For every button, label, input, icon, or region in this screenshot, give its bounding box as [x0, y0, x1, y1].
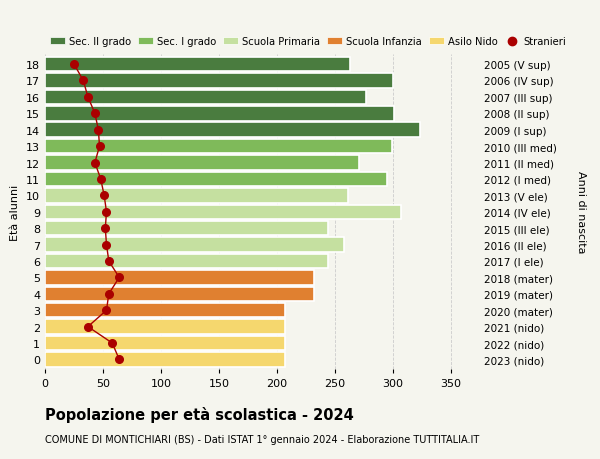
Bar — [45, 189, 348, 203]
Bar — [45, 221, 328, 236]
Bar — [45, 172, 387, 187]
Bar — [45, 107, 394, 121]
Bar — [45, 320, 285, 334]
Text: COMUNE DI MONTICHIARI (BS) - Dati ISTAT 1° gennaio 2024 - Elaborazione TUTTITALI: COMUNE DI MONTICHIARI (BS) - Dati ISTAT … — [45, 434, 479, 444]
Legend: Sec. II grado, Sec. I grado, Scuola Primaria, Scuola Infanzia, Asilo Nido, Stran: Sec. II grado, Sec. I grado, Scuola Prim… — [50, 37, 566, 47]
Bar — [45, 336, 285, 351]
Bar — [45, 303, 285, 318]
Bar — [45, 205, 401, 219]
Bar — [45, 90, 367, 105]
Bar — [45, 58, 350, 72]
Bar — [45, 238, 344, 252]
Bar — [45, 254, 328, 269]
Bar — [45, 271, 314, 285]
Text: Popolazione per età scolastica - 2024: Popolazione per età scolastica - 2024 — [45, 406, 354, 422]
Bar — [45, 287, 314, 302]
Y-axis label: Età alunni: Età alunni — [10, 184, 20, 241]
Bar — [45, 123, 419, 138]
Y-axis label: Anni di nascita: Anni di nascita — [577, 171, 586, 253]
Bar — [45, 353, 285, 367]
Bar — [45, 140, 392, 154]
Bar — [45, 74, 393, 89]
Bar — [45, 156, 359, 170]
